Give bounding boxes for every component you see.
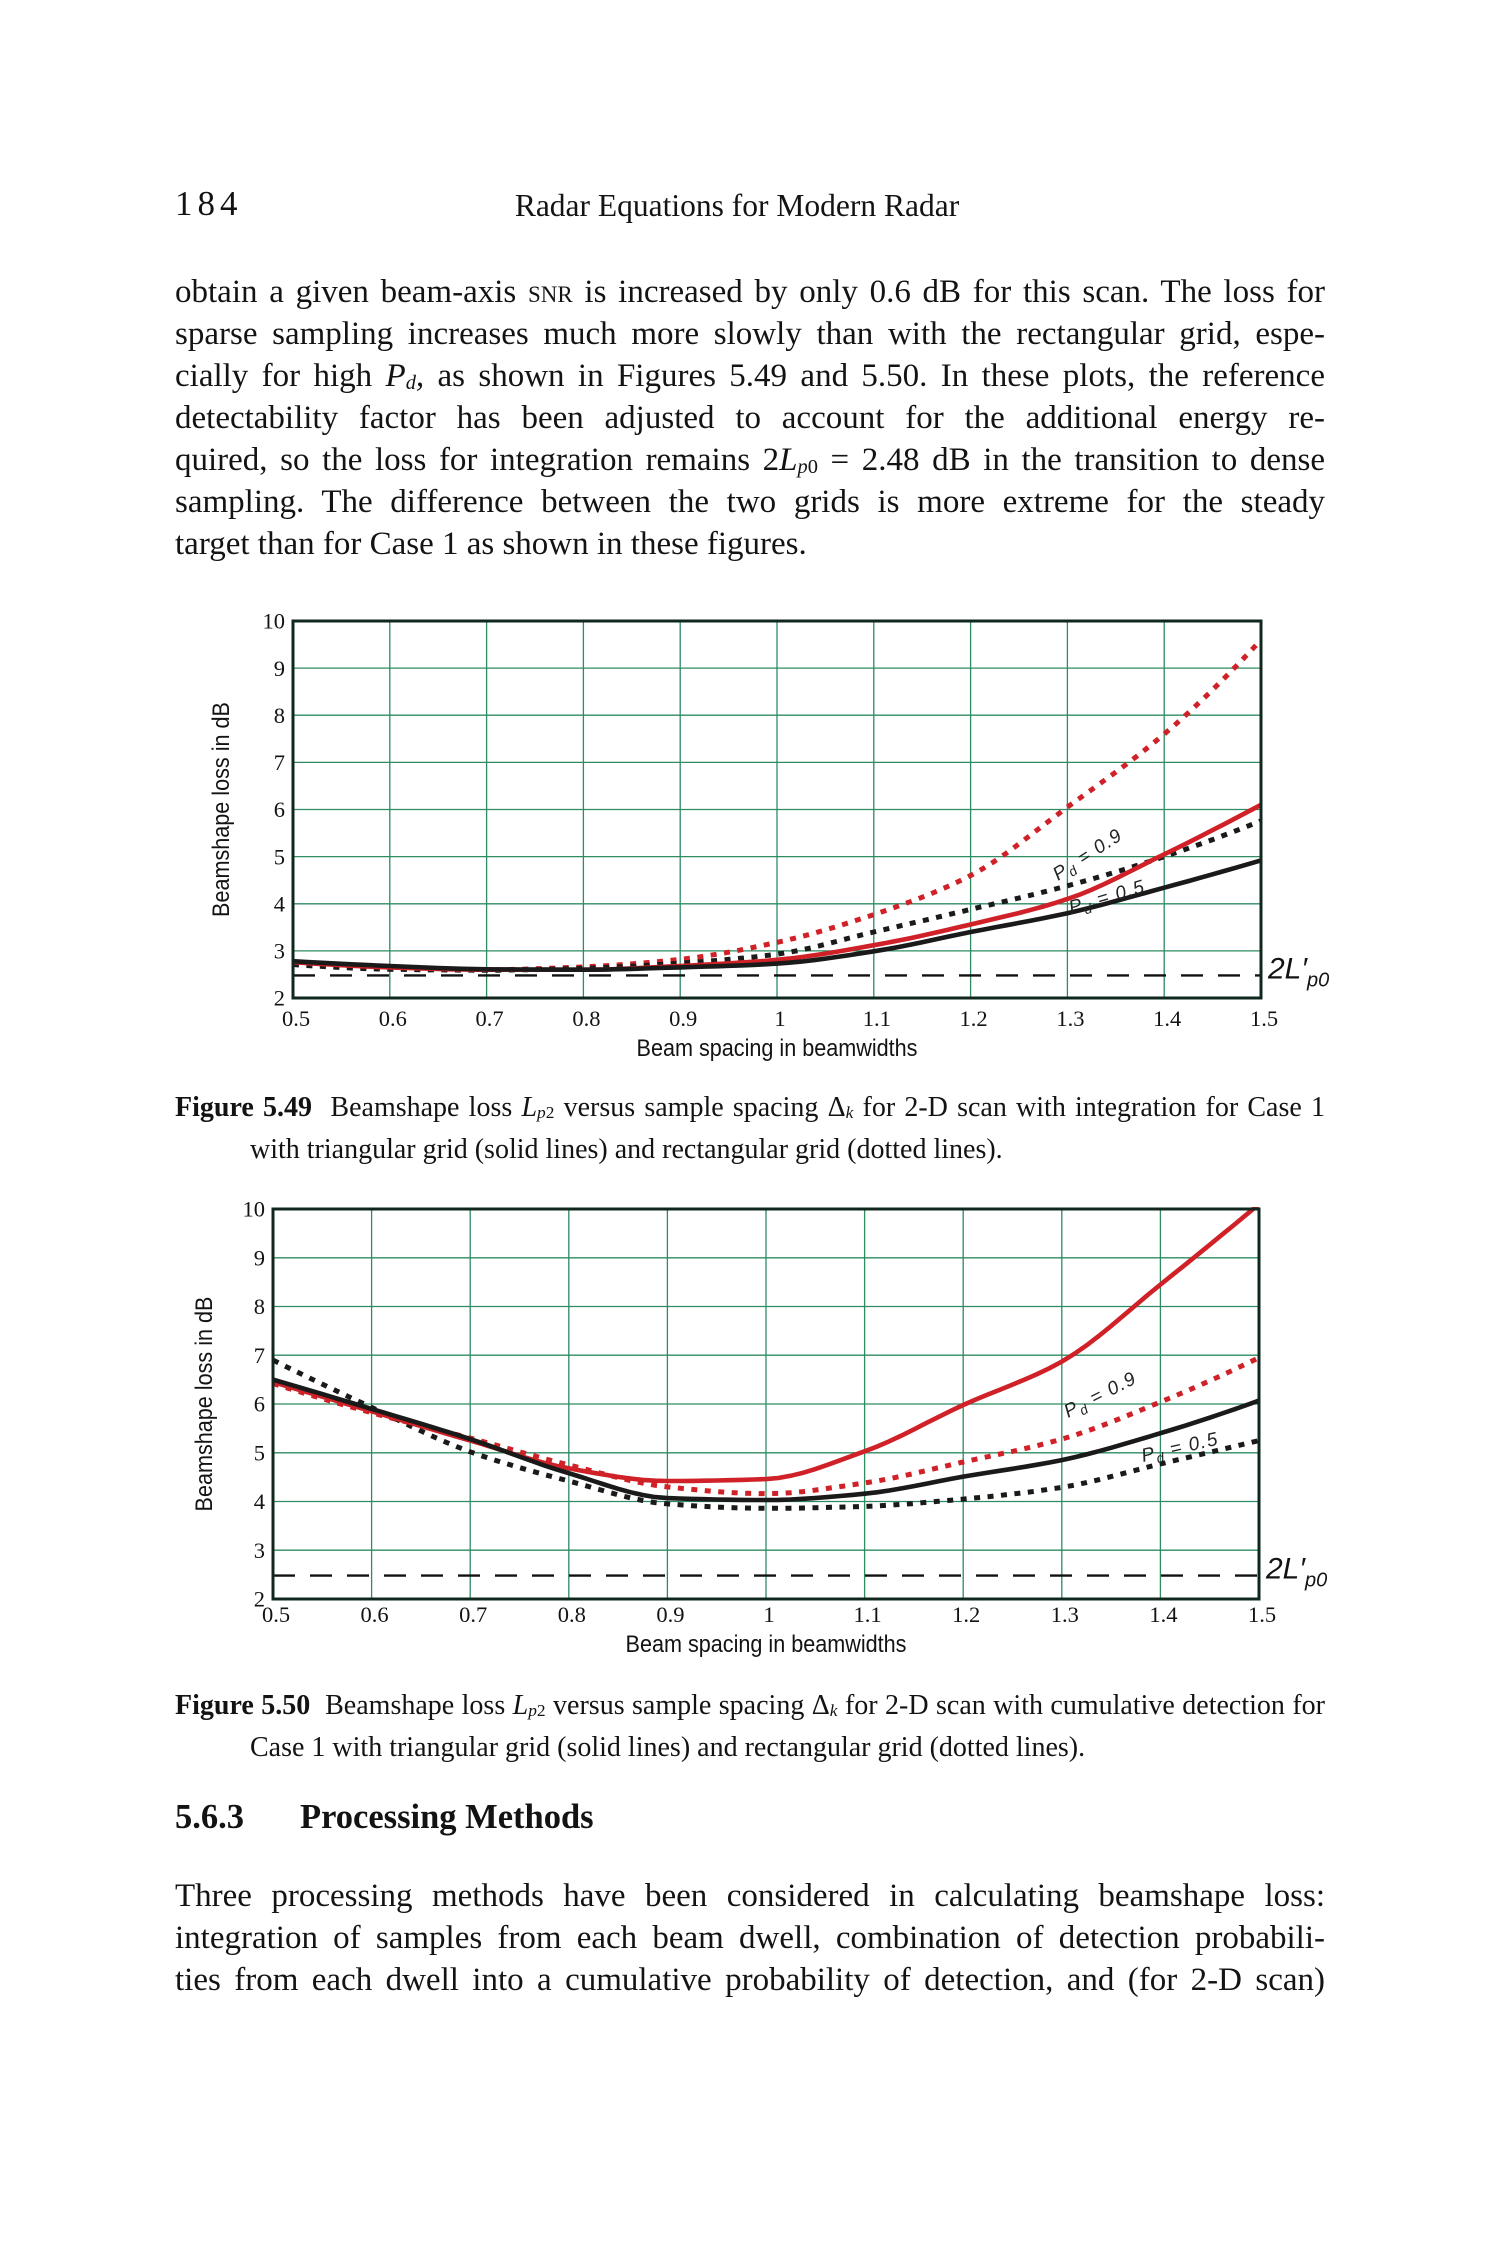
svg-text:2L′p0: 2L′p0 xyxy=(1265,1553,1327,1592)
svg-text:1.5: 1.5 xyxy=(1250,1006,1278,1031)
svg-text:0.7: 0.7 xyxy=(459,1602,487,1627)
svg-text:1.4: 1.4 xyxy=(1153,1006,1181,1031)
svg-text:6: 6 xyxy=(254,1392,265,1417)
svg-text:0.8: 0.8 xyxy=(572,1006,600,1031)
svg-text:1.1: 1.1 xyxy=(854,1602,882,1627)
svg-text:1.3: 1.3 xyxy=(1051,1602,1079,1627)
svg-text:0.9: 0.9 xyxy=(669,1006,697,1031)
svg-text:0.5: 0.5 xyxy=(262,1602,290,1627)
svg-text:Beamshape loss in dB: Beamshape loss in dB xyxy=(207,702,234,917)
svg-text:3: 3 xyxy=(254,1538,265,1563)
svg-text:1.4: 1.4 xyxy=(1149,1602,1177,1627)
svg-text:7: 7 xyxy=(254,1343,265,1368)
svg-text:8: 8 xyxy=(274,703,285,728)
svg-text:8: 8 xyxy=(254,1294,265,1319)
svg-text:0.7: 0.7 xyxy=(476,1006,504,1031)
svg-text:2: 2 xyxy=(254,1587,265,1612)
svg-text:1.1: 1.1 xyxy=(863,1006,891,1031)
svg-text:10: 10 xyxy=(243,1197,266,1222)
svg-text:9: 9 xyxy=(254,1246,265,1271)
svg-text:7: 7 xyxy=(274,750,285,775)
svg-text:Beam spacing in beamwidths: Beam spacing in beamwidths xyxy=(637,1034,918,1061)
svg-text:4: 4 xyxy=(254,1489,265,1514)
svg-text:5: 5 xyxy=(254,1441,265,1466)
svg-text:3: 3 xyxy=(274,939,285,964)
svg-text:0.9: 0.9 xyxy=(656,1602,684,1627)
svg-text:Beam spacing in beamwidths: Beam spacing in beamwidths xyxy=(626,1630,907,1657)
svg-text:0.8: 0.8 xyxy=(558,1602,586,1627)
svg-text:0.6: 0.6 xyxy=(379,1006,407,1031)
svg-text:1.2: 1.2 xyxy=(960,1006,988,1031)
svg-text:6: 6 xyxy=(274,797,285,822)
svg-text:5: 5 xyxy=(274,844,285,869)
svg-text:1: 1 xyxy=(763,1602,774,1627)
svg-text:1.3: 1.3 xyxy=(1056,1006,1084,1031)
svg-text:1: 1 xyxy=(774,1006,785,1031)
svg-text:2L′p0: 2L′p0 xyxy=(1267,952,1329,991)
svg-text:Beamshape loss in dB: Beamshape loss in dB xyxy=(190,1297,217,1512)
svg-text:1.5: 1.5 xyxy=(1248,1602,1276,1627)
svg-text:2: 2 xyxy=(274,986,285,1011)
svg-text:0.6: 0.6 xyxy=(361,1602,389,1627)
svg-text:0.5: 0.5 xyxy=(282,1006,310,1031)
svg-text:1.2: 1.2 xyxy=(952,1602,980,1627)
svg-text:4: 4 xyxy=(274,892,285,917)
svg-text:10: 10 xyxy=(263,609,286,634)
svg-text:9: 9 xyxy=(274,656,285,681)
